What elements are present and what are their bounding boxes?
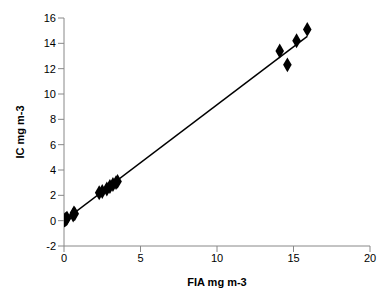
svg-text:15: 15 — [287, 252, 299, 264]
svg-text:10: 10 — [44, 88, 56, 100]
svg-text:12: 12 — [44, 63, 56, 75]
svg-text:14: 14 — [44, 37, 56, 49]
svg-text:4: 4 — [50, 164, 56, 176]
svg-text:IC mg m-3: IC mg m-3 — [14, 105, 26, 158]
svg-text:0: 0 — [50, 215, 56, 227]
svg-text:-2: -2 — [46, 240, 56, 252]
svg-text:20: 20 — [364, 252, 376, 264]
svg-text:16: 16 — [44, 12, 56, 24]
svg-text:10: 10 — [211, 252, 223, 264]
svg-text:5: 5 — [137, 252, 143, 264]
svg-text:6: 6 — [50, 139, 56, 151]
svg-text:8: 8 — [50, 113, 56, 125]
svg-text:0: 0 — [61, 252, 67, 264]
svg-text:FIA mg m-3: FIA mg m-3 — [187, 276, 247, 288]
svg-text:2: 2 — [50, 189, 56, 201]
